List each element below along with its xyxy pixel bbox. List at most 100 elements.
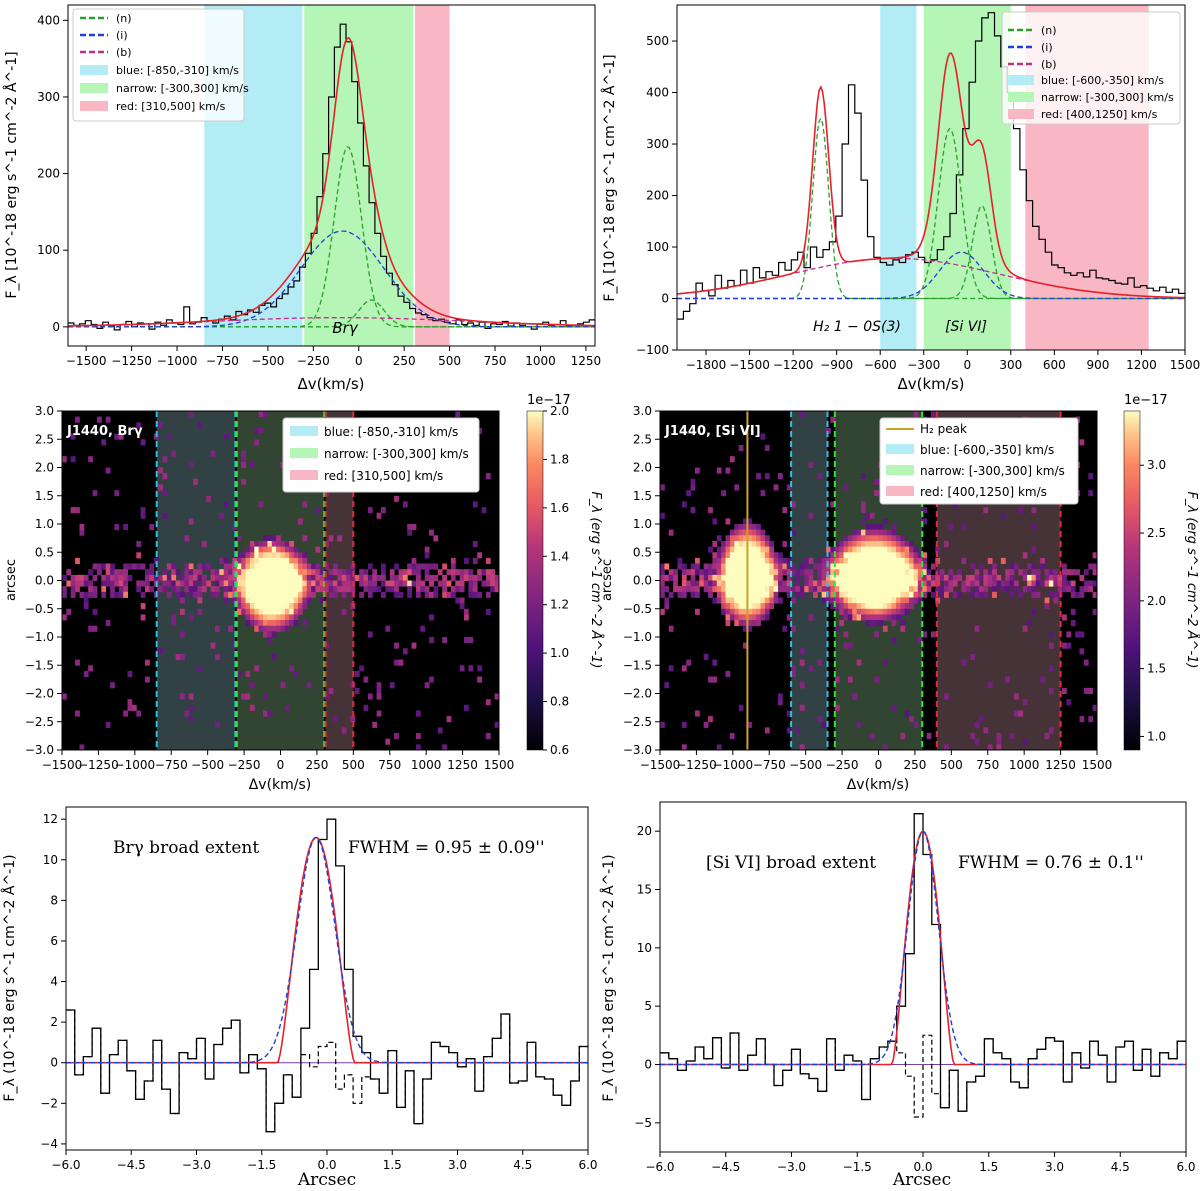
pixel [328, 687, 334, 694]
x-axis-label: Arcsec [892, 1170, 951, 1190]
pixel [708, 716, 713, 723]
pixel [668, 665, 674, 672]
pixel [1048, 580, 1054, 587]
pixel [668, 574, 674, 581]
pixel [1075, 591, 1080, 598]
pixel [743, 603, 748, 610]
pixel [747, 597, 753, 604]
pixel [764, 541, 770, 548]
pixel [188, 518, 194, 525]
pixel [494, 574, 500, 581]
pixel [782, 563, 788, 570]
pixel [847, 552, 853, 559]
pixel [398, 580, 404, 587]
pixel [381, 507, 386, 514]
pixel [703, 586, 709, 593]
pixel [1027, 563, 1032, 570]
pixel [1062, 586, 1067, 593]
pixel [254, 620, 260, 627]
x-tick-label: 4.5 [1111, 1160, 1130, 1174]
pixel [346, 580, 351, 587]
pixel [289, 563, 294, 570]
pixel [284, 608, 290, 615]
pixel [852, 529, 858, 536]
pixel [930, 574, 936, 581]
pixel [1040, 580, 1045, 587]
pixel [865, 591, 871, 598]
x-tick-label: 500 [438, 354, 461, 368]
pixel [668, 625, 674, 632]
pixel [852, 569, 858, 576]
pixel [263, 580, 268, 587]
pixel [79, 744, 85, 751]
pixel [346, 569, 351, 576]
pixel [110, 586, 115, 593]
x-tick-label: 600 [1043, 358, 1066, 372]
pixel [896, 563, 901, 570]
pixel [1048, 591, 1054, 598]
pixel [874, 563, 879, 570]
pixel [760, 541, 766, 548]
pixel [896, 557, 901, 564]
pixel [869, 529, 875, 536]
pixel [769, 603, 775, 610]
x-axis-label: Δv(km/s) [897, 375, 964, 393]
pixel [223, 591, 229, 598]
legend-item: red: [400,1250] km/s [920, 485, 1047, 499]
total-fit-line [676, 52, 1186, 299]
pixel [882, 625, 888, 632]
pixel [660, 512, 665, 519]
pixel [664, 603, 670, 610]
pixel [284, 569, 290, 576]
pixel [258, 620, 264, 627]
pixel [298, 597, 303, 604]
pixel [948, 586, 954, 593]
pixel [289, 665, 294, 672]
pixel [847, 535, 853, 542]
pixel [865, 535, 871, 542]
pixel [367, 586, 373, 593]
pixel [786, 557, 792, 564]
pixel [494, 693, 500, 700]
pixel [127, 563, 133, 570]
pixel [284, 541, 290, 548]
pixel [114, 433, 120, 440]
y-axis-label: F_λ [10^-18 erg s^-1 cm^-2 Å^-1] [601, 54, 618, 301]
pixel [729, 456, 735, 463]
pixel [394, 659, 399, 666]
pixel [271, 597, 277, 604]
colorbar-exponent: 1e−17 [527, 393, 571, 408]
pixel [258, 614, 264, 621]
pixel [773, 557, 779, 564]
pixel [834, 603, 840, 610]
pixel [896, 591, 901, 598]
pixel [315, 563, 321, 570]
pixel [254, 541, 260, 548]
pixel [1062, 580, 1067, 587]
pixel [834, 563, 840, 570]
pixel [734, 574, 740, 581]
pixel [839, 608, 844, 615]
pixel [917, 557, 923, 564]
x-tick-label: −750 [206, 354, 239, 368]
pixel [424, 569, 430, 576]
total-fit-line [68, 37, 595, 327]
pixel [416, 586, 421, 593]
pixel [88, 591, 93, 598]
pixel [747, 625, 753, 632]
pixel [188, 569, 194, 576]
pixel [1079, 574, 1085, 581]
pixel [188, 614, 194, 621]
pixel [70, 433, 76, 440]
pixel [852, 563, 858, 570]
pixel [734, 524, 740, 531]
pixel [267, 625, 273, 632]
pixel [411, 569, 417, 576]
pixel [887, 586, 892, 593]
pixel [311, 580, 316, 587]
pixel [695, 557, 700, 564]
pixel [88, 569, 93, 576]
pixel [930, 580, 936, 587]
pixel [874, 614, 879, 621]
pixel [834, 541, 840, 548]
